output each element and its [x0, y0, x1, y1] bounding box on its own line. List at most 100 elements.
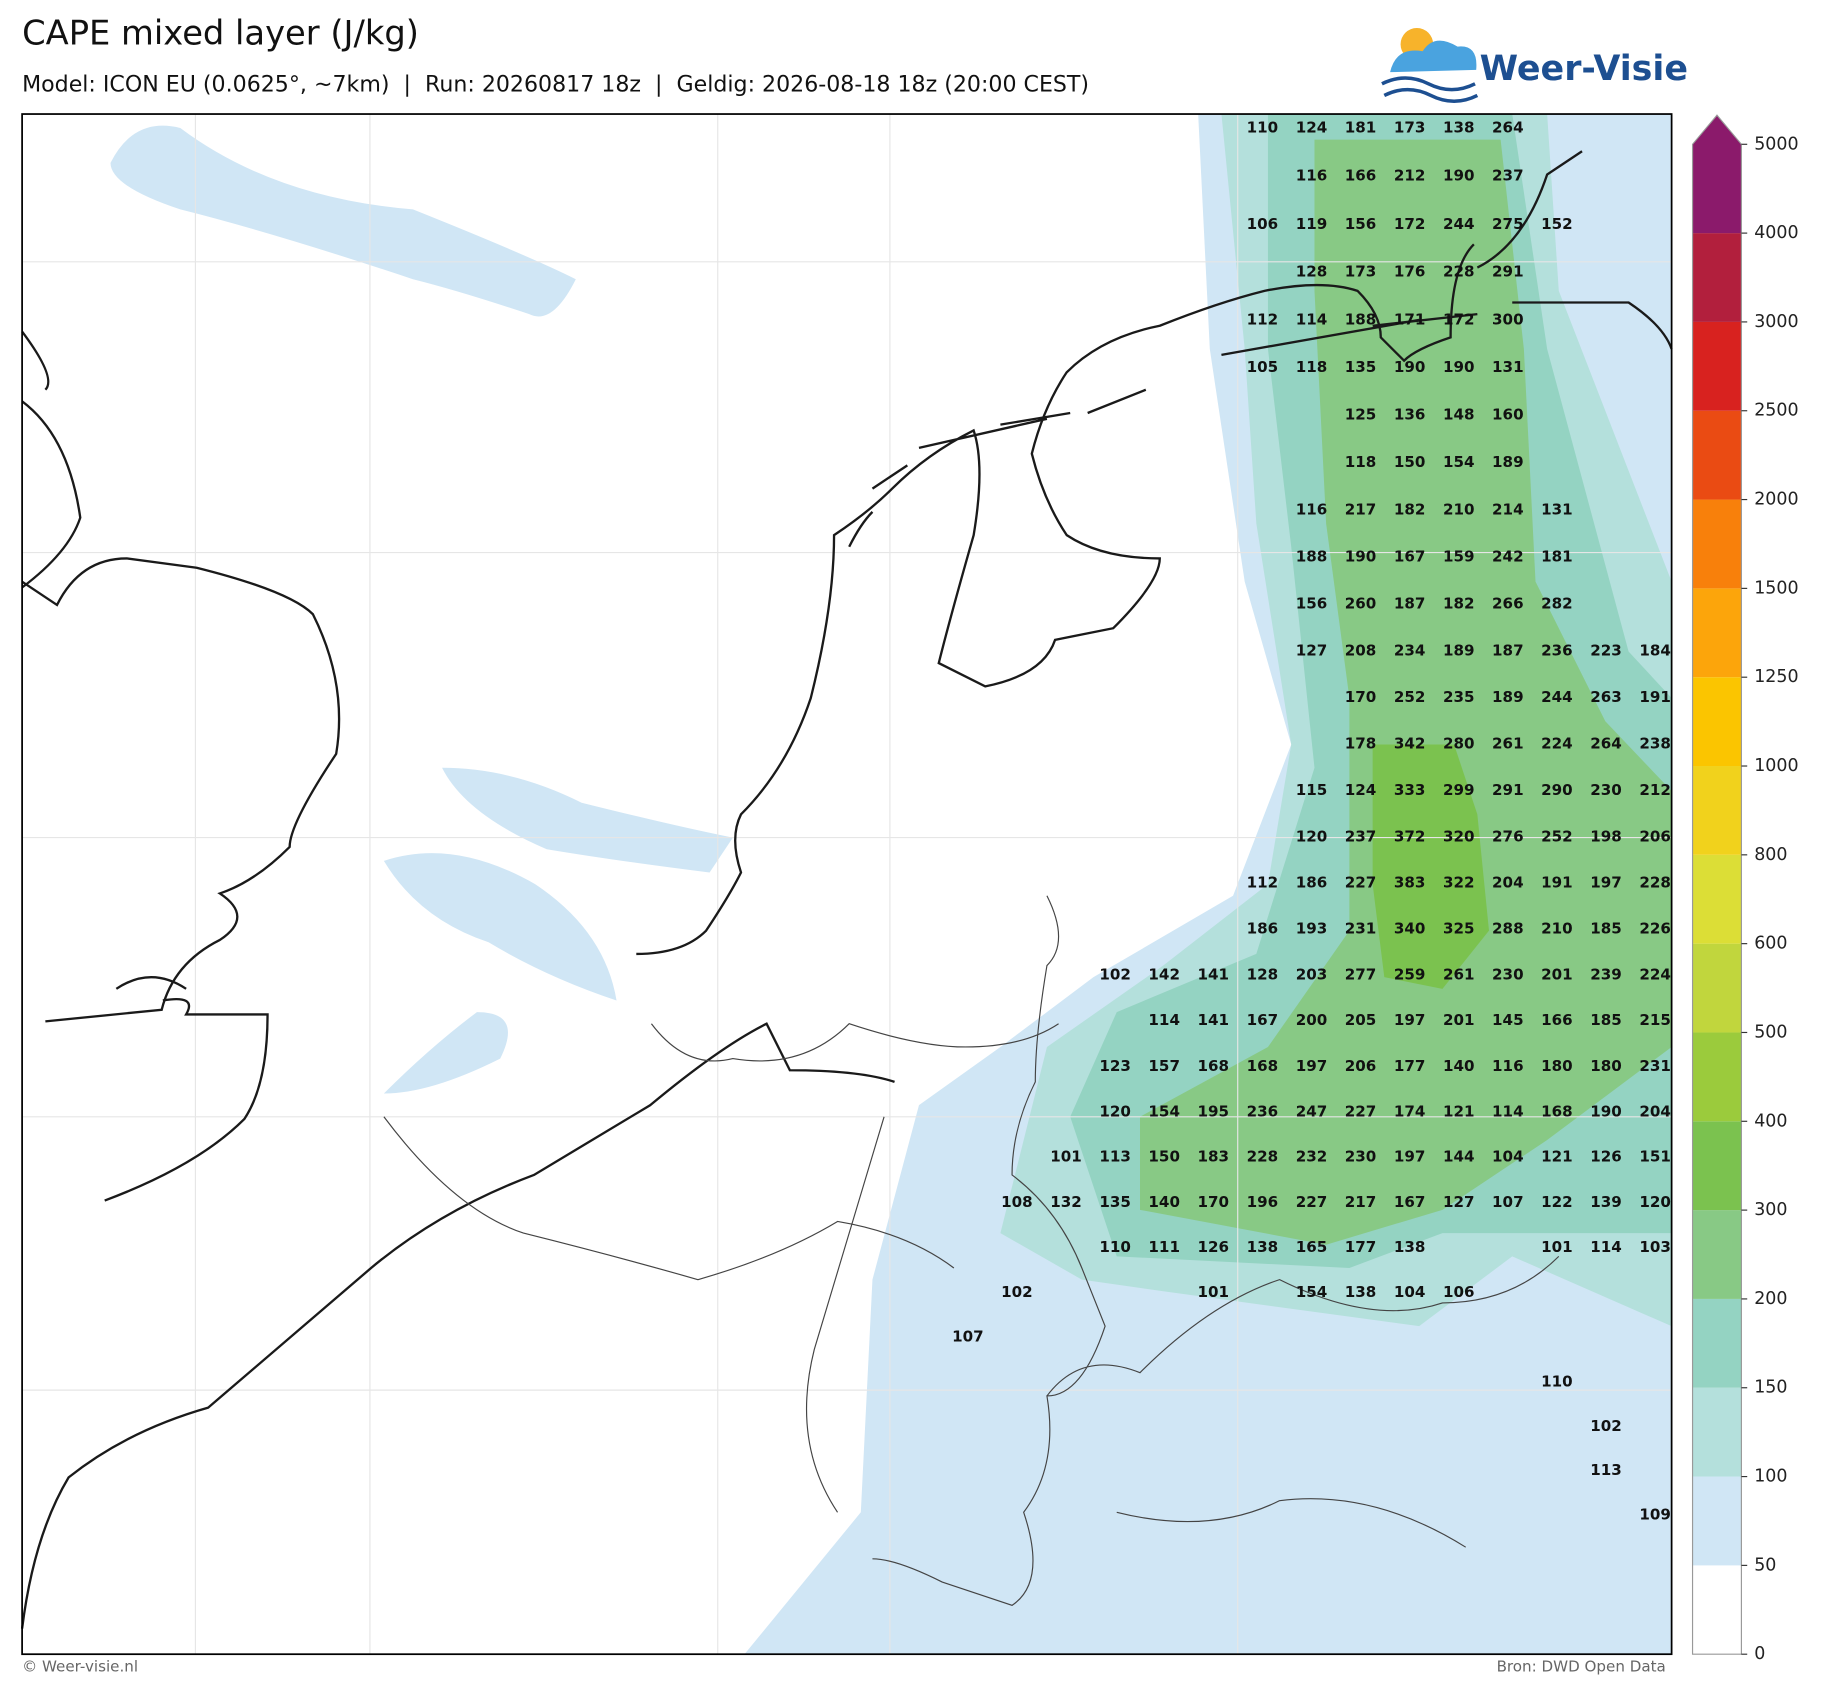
value-label: 174	[1394, 1102, 1426, 1120]
value-label: 224	[1541, 735, 1573, 753]
value-label: 101	[1050, 1148, 1082, 1166]
value-label: 176	[1394, 263, 1426, 281]
value-label: 167	[1247, 1011, 1279, 1029]
value-label: 239	[1590, 965, 1622, 983]
value-label: 247	[1296, 1102, 1328, 1120]
value-label: 148	[1443, 406, 1475, 424]
value-label: 135	[1099, 1193, 1131, 1211]
shade	[1140, 139, 1672, 1245]
value-label: 114	[1148, 1011, 1180, 1029]
value-label: 204	[1492, 873, 1524, 891]
value-label: 166	[1541, 1011, 1573, 1029]
value-label: 204	[1639, 1102, 1671, 1120]
colorbar-segment	[1692, 766, 1742, 855]
value-label: 118	[1345, 453, 1377, 471]
value-label: 322	[1443, 873, 1475, 891]
value-label: 191	[1639, 688, 1671, 706]
colorbar-segment	[1692, 410, 1742, 500]
value-label: 132	[1050, 1193, 1082, 1211]
logo-cloud	[1390, 40, 1477, 73]
value-label: 127	[1296, 641, 1328, 659]
value-label: 226	[1639, 920, 1671, 938]
value-label: 228	[1639, 873, 1671, 891]
value-label: 264	[1492, 119, 1524, 137]
colorbar-segment	[1692, 1565, 1742, 1655]
colorbar-tick-label: 1250	[1754, 667, 1798, 687]
value-label: 151	[1639, 1148, 1671, 1166]
value-label: 320	[1443, 827, 1475, 845]
value-label: 200	[1296, 1011, 1328, 1029]
value-label: 102	[1001, 1283, 1033, 1301]
colorbar-tick-label: 150	[1754, 1378, 1787, 1398]
value-label: 115	[1296, 781, 1328, 799]
value-label: 190	[1394, 358, 1426, 376]
value-label: 212	[1639, 781, 1671, 799]
value-label: 170	[1198, 1193, 1230, 1211]
value-label: 141	[1198, 1011, 1230, 1029]
value-label: 197	[1394, 1148, 1426, 1166]
value-label: 124	[1345, 781, 1377, 799]
value-label: 266	[1492, 594, 1524, 612]
value-label: 145	[1492, 1011, 1524, 1029]
colorbar-outline	[1691, 114, 1742, 1655]
value-label: 184	[1639, 641, 1671, 659]
value-label: 340	[1394, 920, 1426, 938]
value-label: 208	[1345, 641, 1377, 659]
value-label: 107	[952, 1328, 984, 1346]
colorbar-segment	[1692, 1032, 1742, 1122]
colorbar-segment	[1692, 1210, 1742, 1299]
value-label: 263	[1590, 688, 1622, 706]
logo-waves	[1381, 76, 1479, 103]
value-label: 299	[1443, 781, 1475, 799]
value-label: 230	[1345, 1148, 1377, 1166]
value-label: 101	[1198, 1283, 1230, 1301]
footer-left: © Weer-visie.nl	[22, 1658, 138, 1676]
value-label: 237	[1345, 827, 1377, 845]
colorbar-segment	[1692, 1476, 1742, 1566]
value-label: 201	[1541, 965, 1573, 983]
colorbar-segment	[1692, 499, 1742, 589]
colorbar-tick-label: 800	[1754, 845, 1787, 865]
colorbar-tick-label: 100	[1754, 1467, 1787, 1487]
value-label: 105	[1247, 358, 1279, 376]
value-label: 252	[1394, 688, 1426, 706]
cape-field	[110, 114, 1672, 1655]
value-label: 325	[1443, 920, 1475, 938]
value-label: 125	[1345, 406, 1377, 424]
value-label: 275	[1492, 215, 1524, 233]
value-label: 157	[1148, 1057, 1180, 1075]
value-label: 172	[1443, 311, 1475, 329]
value-label: 186	[1296, 873, 1328, 891]
value-label: 138	[1394, 1238, 1426, 1256]
value-label: 172	[1394, 215, 1426, 233]
value-label: 131	[1492, 358, 1524, 376]
value-label: 114	[1590, 1238, 1622, 1256]
value-label: 181	[1541, 547, 1573, 565]
value-label: 112	[1247, 311, 1279, 329]
value-label: 121	[1541, 1148, 1573, 1166]
value-label: 183	[1198, 1148, 1230, 1166]
value-label: 228	[1443, 263, 1475, 281]
colorbar-extension	[1692, 115, 1742, 234]
value-label: 252	[1541, 827, 1573, 845]
value-label: 136	[1394, 406, 1426, 424]
value-label: 215	[1639, 1011, 1671, 1029]
value-label: 135	[1345, 358, 1377, 376]
subtitle: Model: ICON EU (0.0625°, ~7km) | Run: 20…	[22, 71, 1089, 97]
value-label: 170	[1345, 688, 1377, 706]
value-label: 231	[1345, 920, 1377, 938]
value-label: 123	[1099, 1057, 1131, 1075]
value-label: 150	[1394, 453, 1426, 471]
value-label: 234	[1394, 641, 1426, 659]
value-label: 187	[1394, 594, 1426, 612]
value-label: 185	[1590, 920, 1622, 938]
footer-right: Bron: DWD Open Data	[1497, 1658, 1666, 1676]
value-label: 201	[1443, 1011, 1475, 1029]
value-label: 288	[1492, 920, 1524, 938]
colorbar-segment	[1692, 1387, 1742, 1477]
value-label: 206	[1345, 1057, 1377, 1075]
value-label: 190	[1590, 1102, 1622, 1120]
map-frame	[21, 113, 1673, 1656]
colorbar-tick-label: 1500	[1754, 578, 1798, 598]
